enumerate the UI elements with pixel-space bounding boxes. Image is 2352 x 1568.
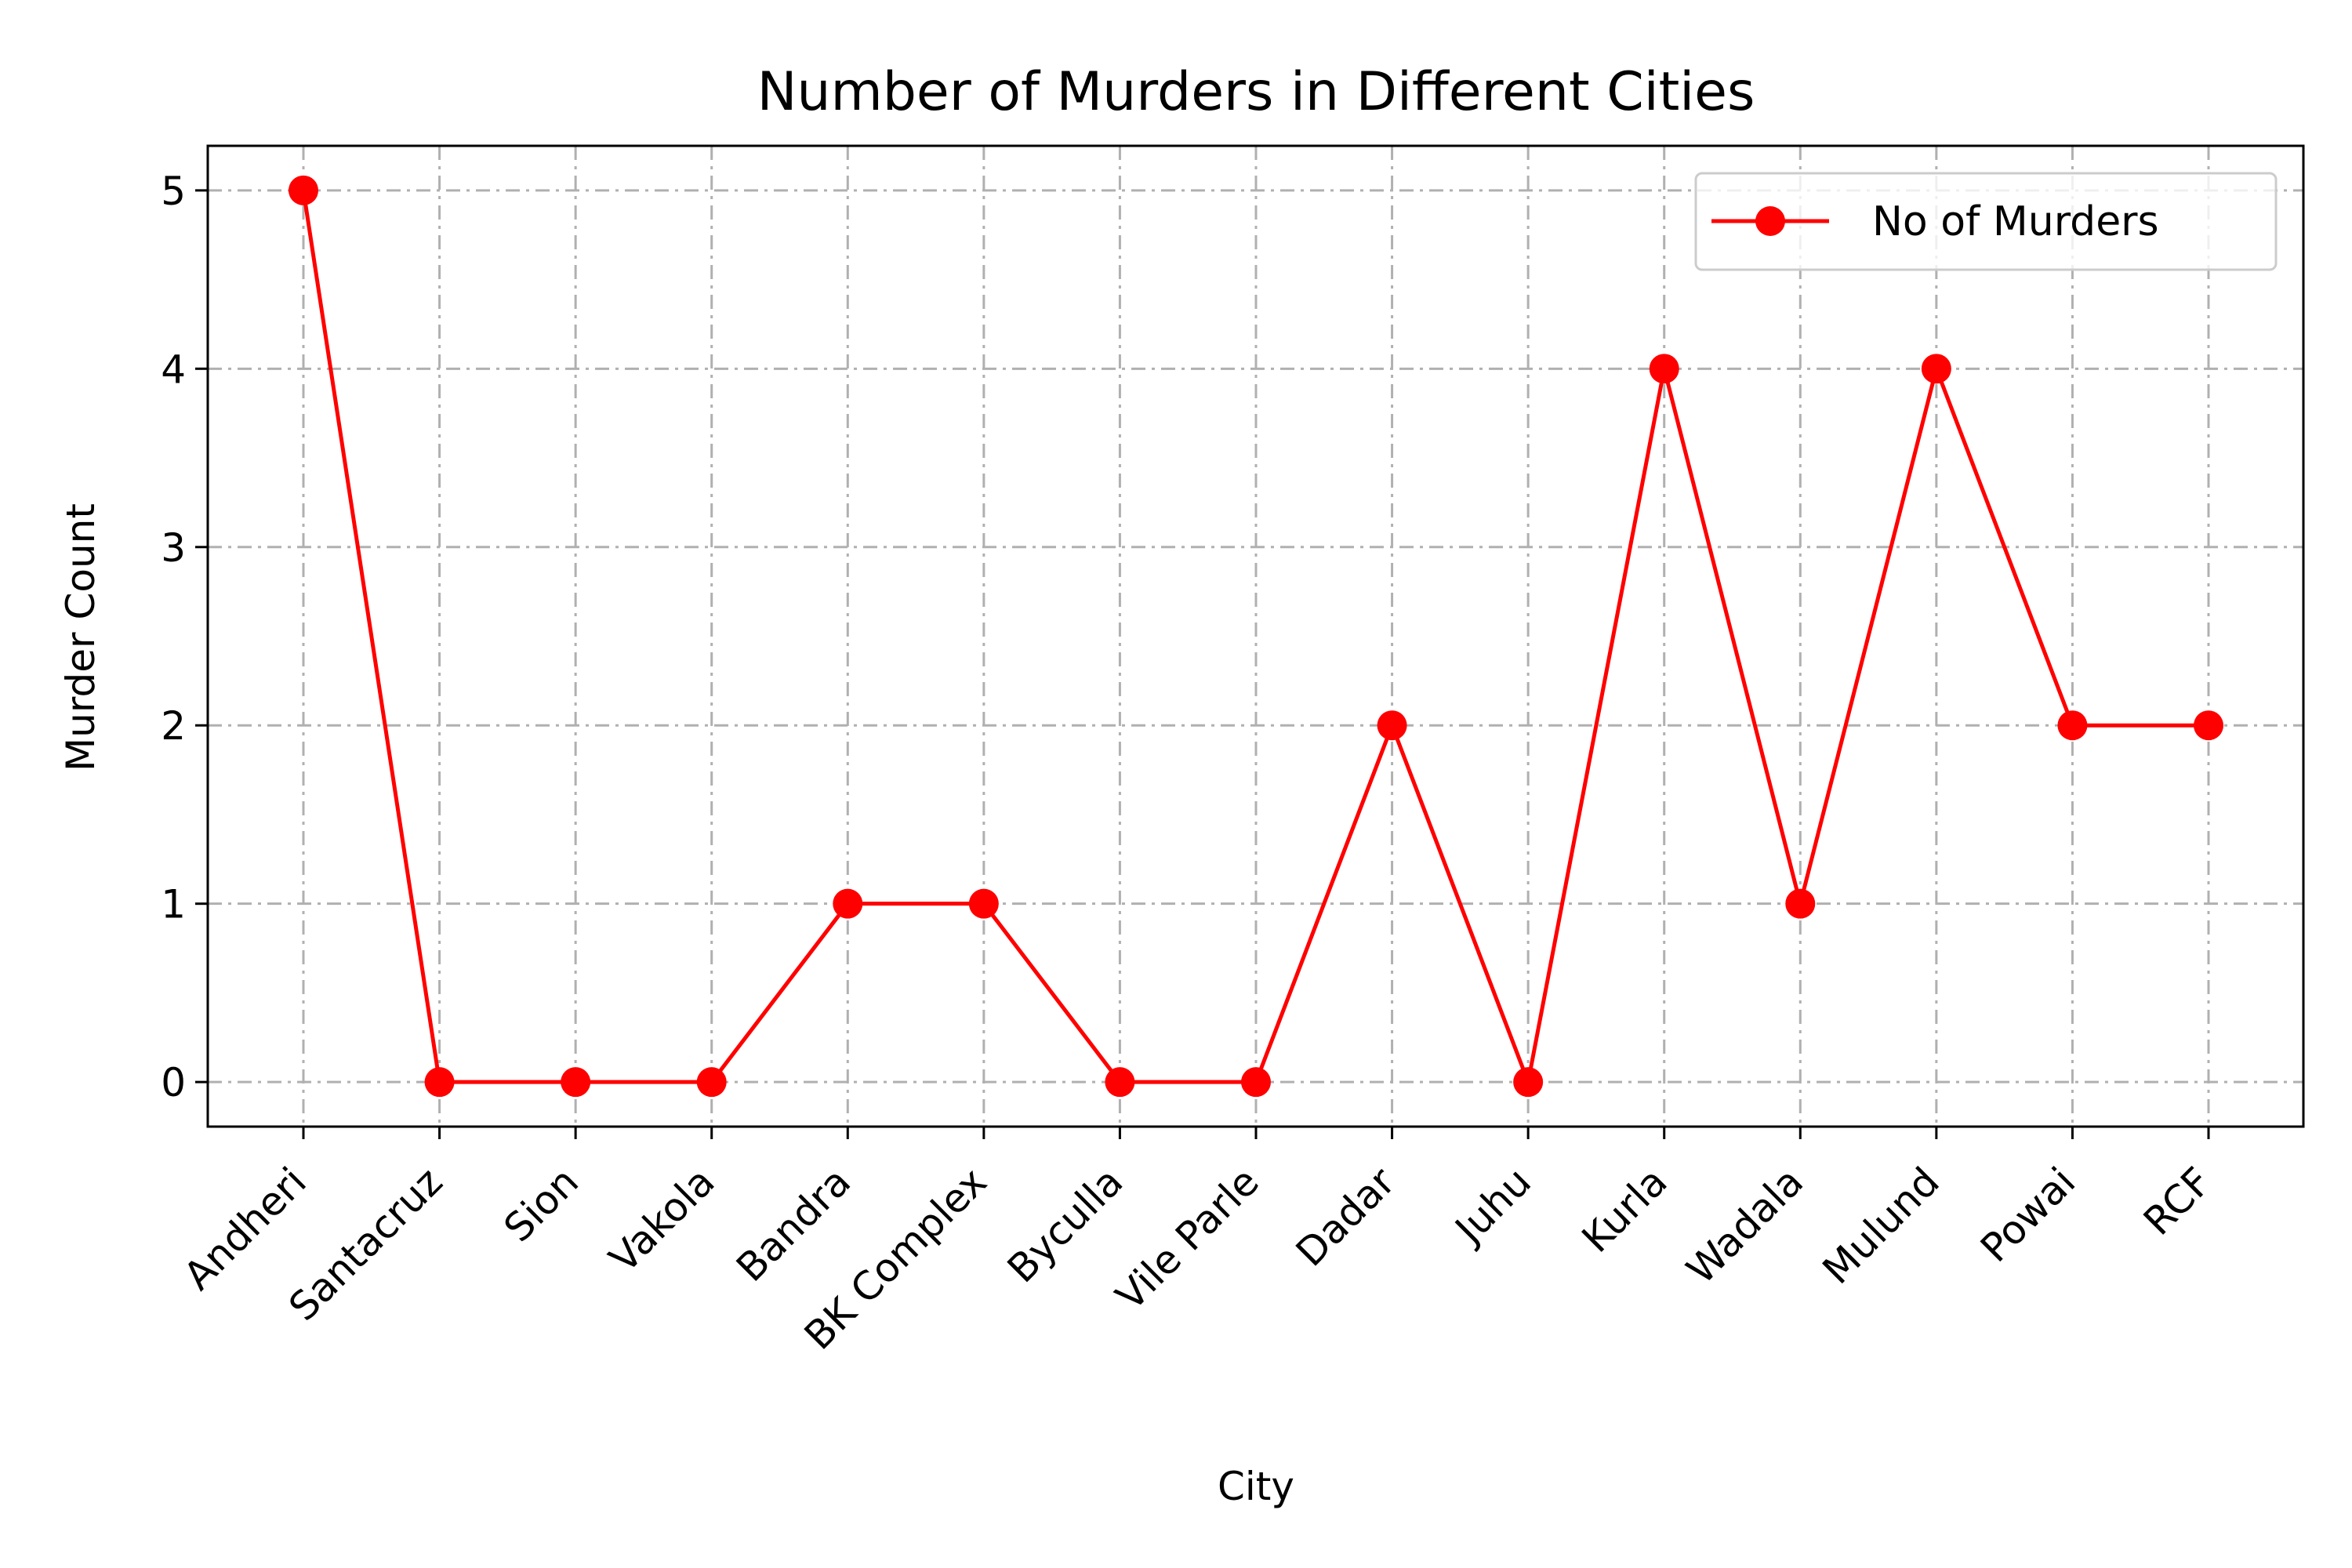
y-axis-label: Murder Count xyxy=(58,503,103,771)
y-tick-label: 0 xyxy=(161,1060,186,1105)
data-point xyxy=(833,888,863,919)
data-point xyxy=(1921,354,1951,384)
data-point xyxy=(289,175,318,205)
chart-title: Number of Murders in Different Cities xyxy=(757,61,1755,123)
data-point xyxy=(1377,710,1407,741)
legend-label: No of Murders xyxy=(1872,198,2159,245)
legend-marker-icon xyxy=(1755,206,1785,236)
data-point xyxy=(968,888,999,919)
data-point xyxy=(1513,1067,1544,1098)
data-point xyxy=(1649,354,1679,384)
legend: No of Murders xyxy=(1694,172,2278,271)
y-tick-label: 3 xyxy=(161,525,186,571)
data-point xyxy=(2057,710,2088,741)
data-point xyxy=(1105,1067,1135,1098)
series-layer xyxy=(289,175,2223,1098)
x-axis-label: City xyxy=(1218,1464,1294,1509)
data-point xyxy=(561,1067,591,1098)
legend-box xyxy=(1694,172,2278,271)
data-point xyxy=(1785,888,1816,919)
data-point xyxy=(2194,710,2223,741)
data-point xyxy=(696,1067,727,1098)
y-tick-label: 4 xyxy=(161,347,186,392)
y-tick-label: 2 xyxy=(161,703,186,749)
plot-area xyxy=(206,144,2305,1128)
y-tick-label: 5 xyxy=(161,169,186,214)
y-tick-label: 1 xyxy=(161,882,186,927)
data-point xyxy=(424,1067,455,1098)
data-point xyxy=(1241,1067,1271,1098)
